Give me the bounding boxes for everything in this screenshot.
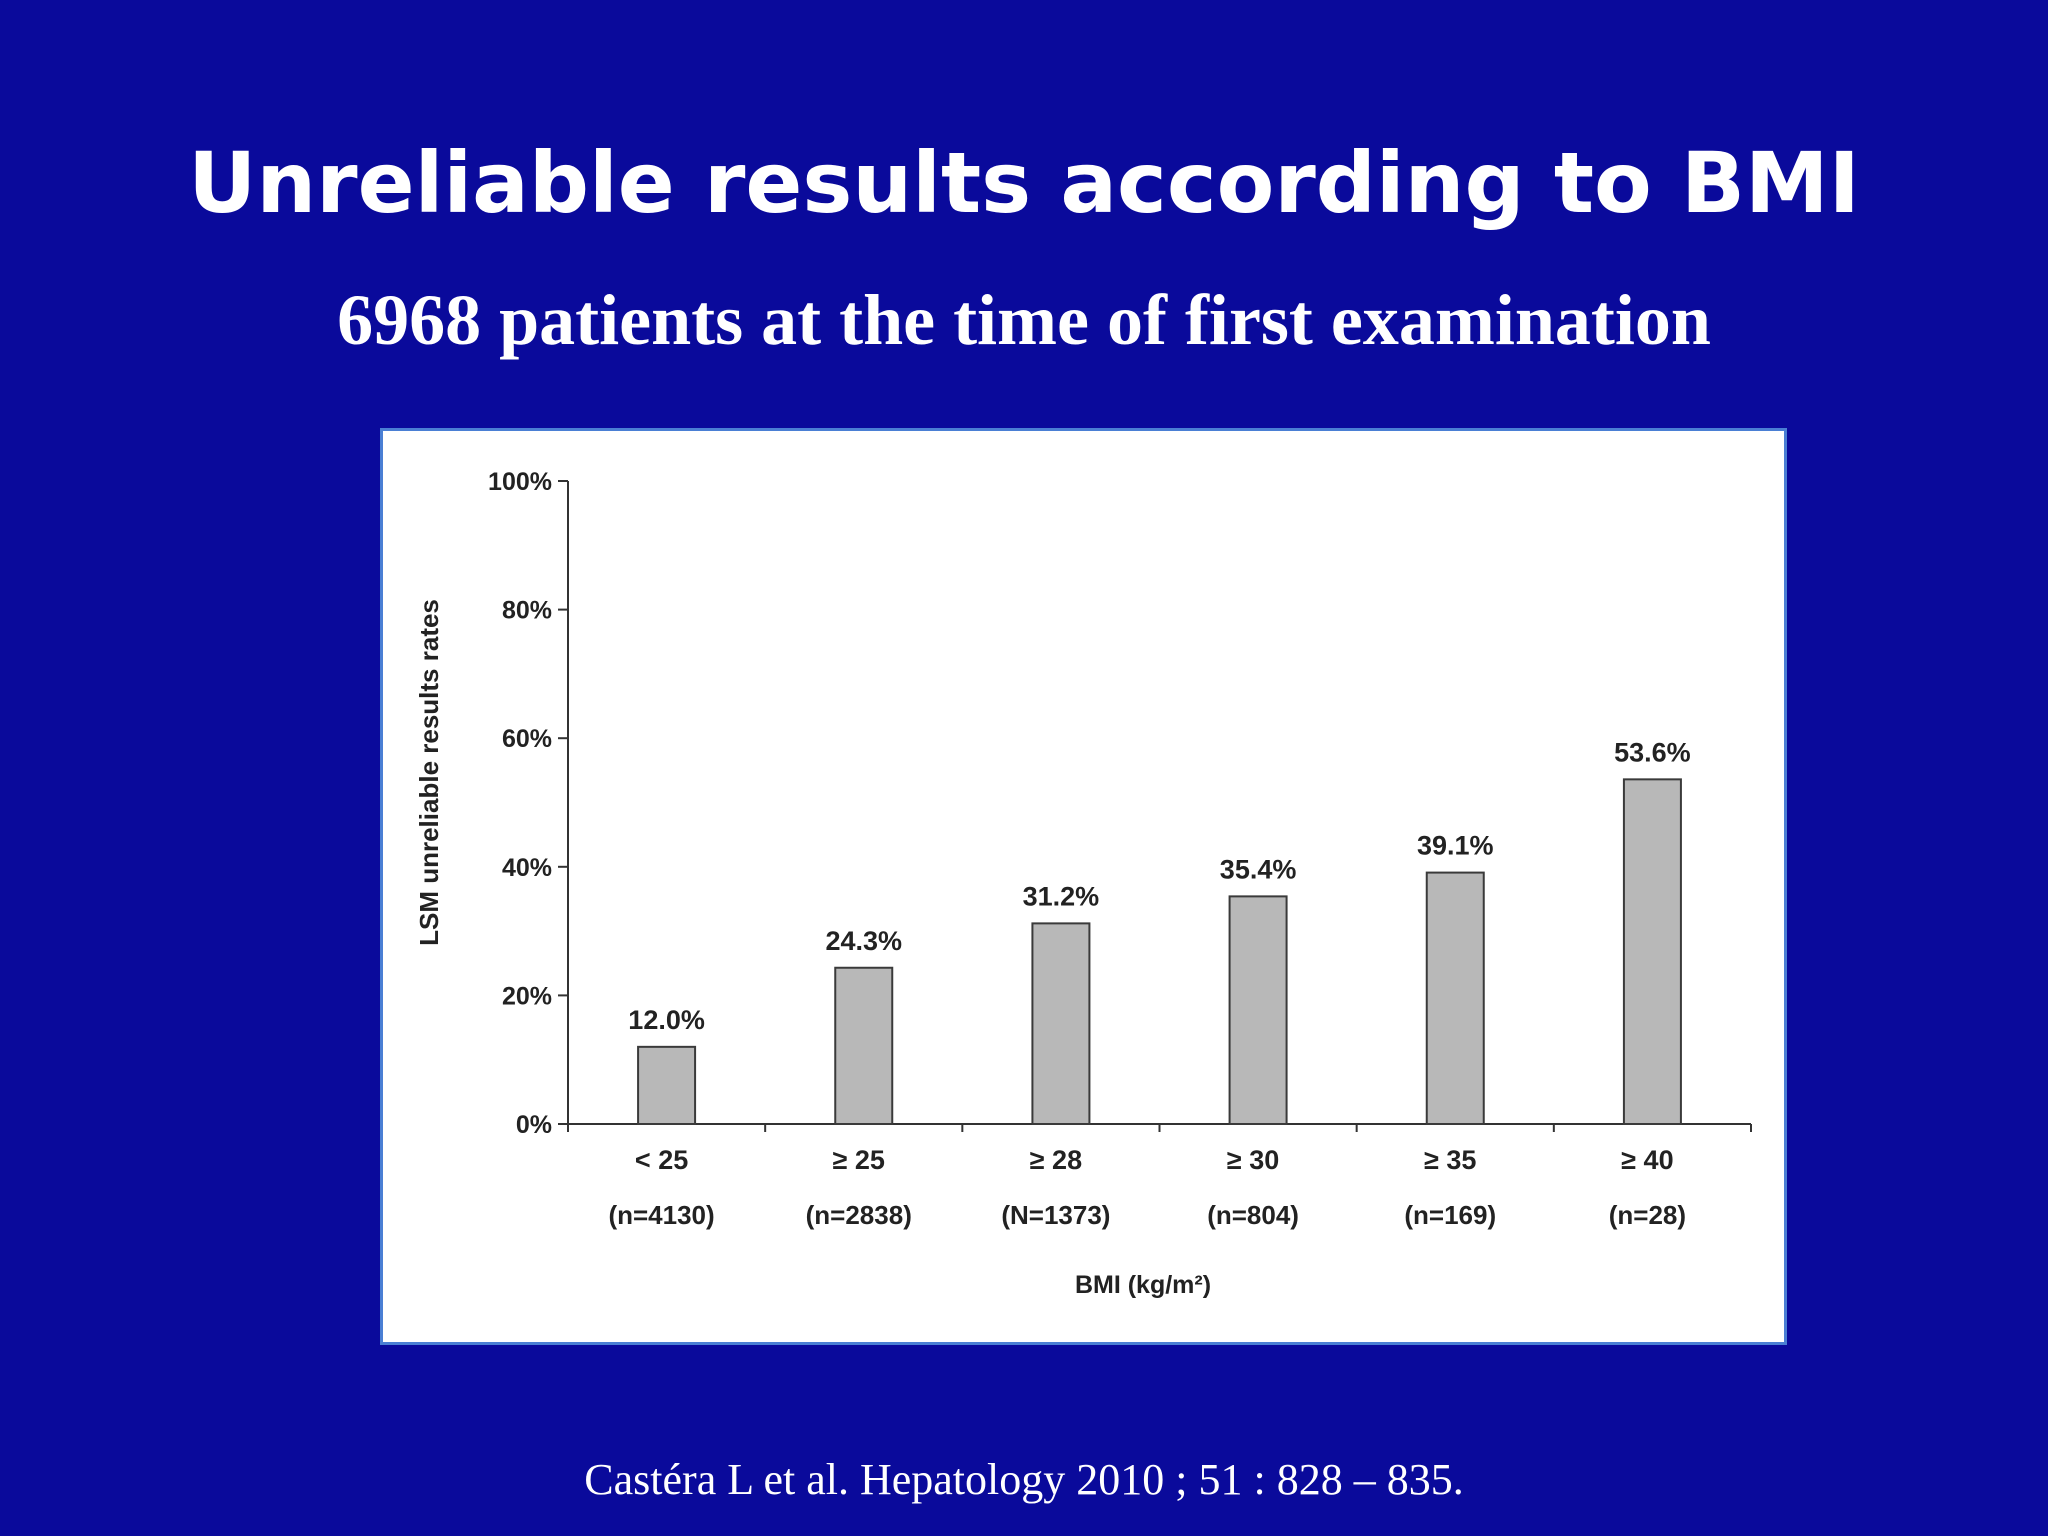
x-tick-label: ≥ 28 (1030, 1145, 1082, 1175)
x-tick-label: ≥ 30 (1227, 1145, 1279, 1175)
bar (1425, 871, 1485, 1125)
data-label: 53.6% (1614, 737, 1691, 767)
y-tick-label: 40% (502, 854, 552, 882)
y-tick-label: 60% (502, 725, 552, 753)
data-label: 39.1% (1417, 831, 1494, 861)
slide-title: Unreliable results according to BMI (188, 134, 1860, 232)
x-tick-label: ≥ 40 (1621, 1145, 1673, 1175)
x-count-label: (n=804) (1207, 1200, 1299, 1230)
x-tick-label: ≥ 25 (833, 1145, 885, 1175)
y-axis-title: LSM unreliable results rates (414, 599, 444, 946)
x-tick-label: < 25 (635, 1145, 688, 1175)
y-tick-label: 100% (488, 468, 552, 496)
chart-panel: 0% 20% 40% 60% 80% 100% 12.0% < 25 (n=4130) 24.3%… (380, 428, 1787, 1345)
bar (637, 1045, 697, 1126)
bar (834, 966, 894, 1125)
data-label: 31.2% (1023, 881, 1100, 911)
y-tick-label: 20% (502, 982, 552, 1010)
data-label: 24.3% (825, 926, 902, 956)
x-axis-title: BMI (kg/m²) (1075, 1271, 1211, 1299)
bar (1228, 895, 1288, 1125)
data-label: 12.0% (628, 1005, 705, 1035)
x-count-label: (n=28) (1609, 1200, 1686, 1230)
data-label: 35.4% (1220, 854, 1297, 884)
slide-subtitle: 6968 patients at the time of first exami… (337, 280, 1711, 360)
x-tick-label: ≥ 35 (1424, 1145, 1476, 1175)
bar (1031, 922, 1091, 1125)
x-count-label: (n=2838) (806, 1200, 912, 1230)
x-count-label: (N=1373) (1001, 1200, 1110, 1230)
citation: Castéra L et al. Hepatology 2010 ; 51 : … (584, 1455, 1464, 1504)
bar-chart: 0% 20% 40% 60% 80% 100% 12.0% < 25 (n=4130) 24.3%… (414, 468, 1752, 1299)
y-tick-label: 80% (502, 597, 552, 625)
x-count-label: (n=169) (1404, 1200, 1496, 1230)
y-tick-label: 0% (516, 1111, 552, 1139)
x-count-label: (n=4130) (608, 1200, 714, 1230)
bar (1622, 778, 1682, 1125)
